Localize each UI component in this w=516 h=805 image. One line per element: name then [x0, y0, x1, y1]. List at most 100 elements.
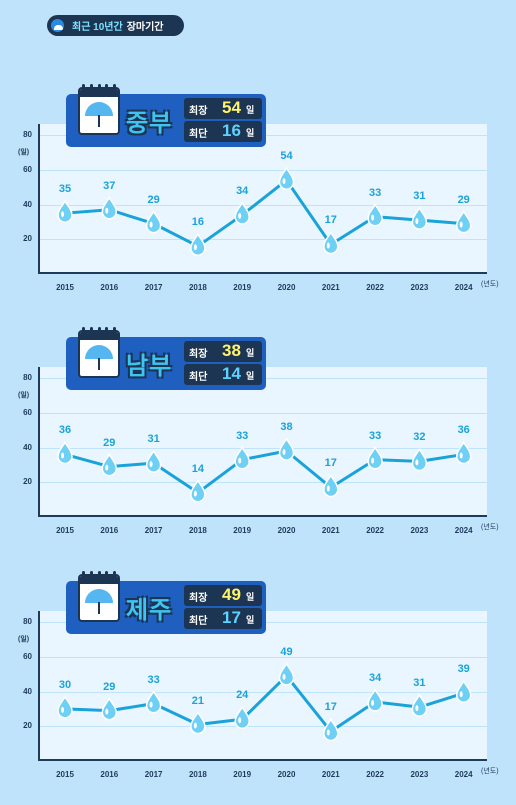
header-title: 장마기간	[126, 22, 164, 33]
x-tick-label: 2017	[144, 526, 163, 535]
gridline	[38, 656, 487, 658]
data-label: 17	[324, 214, 337, 227]
y-tick-label: 60	[23, 164, 32, 174]
data-point-drop	[323, 474, 339, 498]
data-point-drop	[323, 231, 339, 255]
data-label: 33	[236, 429, 249, 442]
y-axis-unit: (일)	[18, 636, 30, 643]
x-axis	[38, 759, 487, 761]
y-axis	[38, 367, 40, 517]
region-badge: 제주 최장 49 일 최단 17 일	[66, 571, 266, 634]
data-point-drop	[278, 166, 295, 190]
data-point-drop	[455, 679, 472, 703]
max-days-box: 최장 54 일	[184, 98, 262, 119]
data-label: 29	[147, 193, 160, 206]
data-point-drop	[367, 446, 383, 470]
x-tick-label: 2020	[277, 283, 296, 292]
region-name: 제주	[126, 597, 173, 624]
x-tick-label: 2024	[454, 526, 473, 535]
drop-highlight	[371, 214, 375, 221]
y-tick-label: 40	[23, 199, 32, 209]
x-tick-label: 2023	[410, 526, 429, 535]
data-point-drop	[101, 453, 118, 477]
max-label: 최장	[189, 349, 208, 360]
globe-rain-icon	[51, 19, 64, 32]
data-label: 33	[147, 673, 160, 686]
data-point-drop	[57, 440, 73, 465]
gridline	[38, 169, 487, 171]
data-point-drop	[411, 447, 428, 472]
x-tick-label: 2023	[410, 283, 429, 292]
y-tick-label: 40	[23, 686, 32, 696]
min-value: 14	[222, 364, 241, 383]
max-days-box: 최장 38 일	[184, 341, 262, 362]
data-label: 24	[236, 689, 249, 702]
drop-highlight	[326, 729, 330, 736]
data-label: 21	[191, 694, 205, 707]
y-tick-label: 20	[23, 721, 32, 731]
gridline	[38, 412, 487, 414]
data-label: 17	[324, 701, 337, 714]
drop-highlight	[459, 452, 463, 459]
gridline	[38, 691, 487, 693]
data-label: 35	[58, 183, 72, 196]
data-label: 14	[191, 462, 205, 475]
data-point-drop	[101, 196, 118, 220]
data-label: 34	[368, 671, 382, 684]
y-tick-label: 60	[23, 407, 32, 417]
gridline	[38, 482, 487, 484]
x-tick-label: 2016	[100, 526, 119, 535]
min-label: 최단	[189, 616, 208, 627]
x-axis-unit: (년도)	[481, 281, 499, 288]
drop-highlight	[61, 706, 64, 713]
data-label: 31	[147, 433, 160, 446]
drop-highlight	[371, 699, 375, 706]
x-axis-unit: (년도)	[481, 524, 499, 531]
x-axis	[38, 272, 487, 274]
x-tick-label: 2024	[454, 283, 473, 292]
x-tick-label: 2021	[321, 770, 340, 779]
header-pill: 최근 10년간 장마기간	[47, 15, 184, 36]
x-tick-label: 2019	[233, 770, 252, 779]
calendar-umbrella-icon	[78, 330, 120, 378]
drop-highlight	[149, 701, 153, 708]
y-axis	[38, 124, 40, 274]
calendar-umbrella-icon	[78, 87, 120, 135]
min-days-box: 최단 14 일	[184, 364, 262, 385]
data-point-drop	[145, 210, 162, 234]
min-unit: 일	[246, 615, 255, 625]
x-tick-label: 2019	[233, 283, 252, 292]
min-days-box: 최단 16 일	[184, 121, 262, 142]
data-label: 29	[103, 436, 116, 449]
region-name: 남부	[126, 353, 173, 380]
x-tick-label: 2018	[188, 770, 207, 779]
data-point-drop	[367, 688, 383, 712]
drop-highlight	[149, 461, 153, 468]
y-tick-label: 80	[23, 130, 32, 139]
y-tick-label: 80	[23, 373, 32, 382]
max-unit: 일	[246, 348, 255, 358]
series-line	[64, 178, 464, 248]
gridline	[38, 447, 487, 449]
drop-highlight	[238, 717, 242, 724]
x-tick-label: 2016	[100, 770, 119, 779]
data-label: 32	[413, 431, 426, 444]
x-tick-label: 2019	[233, 526, 252, 535]
data-point-drop	[411, 693, 428, 717]
drop-highlight	[282, 448, 286, 455]
drop-highlight	[238, 457, 242, 464]
gridline	[38, 726, 487, 728]
drop-highlight	[238, 212, 242, 219]
y-tick-label: 20	[23, 477, 32, 487]
drop-highlight	[326, 485, 330, 492]
region-badge: 중부 최장 54 일 최단 16 일	[66, 84, 266, 147]
y-tick-label: 60	[23, 651, 32, 661]
drop-highlight	[371, 457, 375, 464]
min-value: 17	[222, 608, 241, 627]
chart-panel	[38, 611, 487, 761]
y-tick-label: 80	[23, 617, 32, 626]
series-line	[64, 674, 465, 733]
x-tick-label: 2015	[56, 770, 74, 779]
